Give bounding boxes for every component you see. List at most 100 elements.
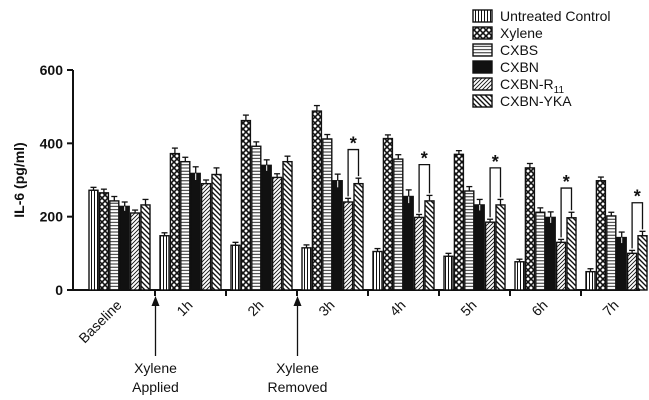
bar-xylene	[453, 153, 465, 291]
bar-cxbn-yka	[566, 217, 577, 291]
bar-cxbs	[180, 160, 191, 291]
bar-cxbn	[545, 216, 556, 291]
bar-group-6h	[514, 162, 577, 291]
bar-cxbn	[332, 180, 343, 291]
event-label: Applied	[132, 379, 179, 395]
significance-bracket	[489, 167, 502, 218]
event-markers: Xylene Applied Xylene Removed	[132, 296, 327, 395]
legend-label: CXBS	[500, 42, 538, 58]
legend-label: CXBN-R11	[500, 76, 564, 96]
y-axis-label: IL-6 (pg/ml)	[11, 142, 27, 217]
bar-cxbs	[606, 215, 617, 291]
bar-groups: * * * * *	[88, 104, 648, 291]
bar-cxbn-yka	[140, 204, 151, 291]
event-arrow-head	[293, 296, 302, 306]
x-tick-label: 7h	[599, 297, 621, 319]
legend-item: CXBS	[472, 42, 538, 58]
bar-cxbn	[403, 195, 414, 291]
bar-group-7h	[585, 176, 648, 291]
x-tick-label: 6h	[528, 297, 550, 319]
bar-cxbs	[535, 211, 546, 291]
legend-item: Untreated Control	[472, 8, 611, 24]
x-tick-label: Baseline	[75, 297, 124, 346]
bracket-line	[560, 187, 573, 238]
bar-cxbs	[322, 138, 333, 291]
bracket-line	[489, 167, 502, 218]
bar-cxbn-r11	[200, 182, 212, 291]
bar-untreated-control	[443, 255, 454, 291]
bar-xylene	[240, 119, 252, 291]
legend-swatch	[472, 94, 493, 108]
bar-group-3h	[301, 104, 364, 291]
bar-cxbn-r11	[413, 216, 425, 291]
bar-xylene	[382, 137, 394, 291]
legend-swatch	[472, 77, 493, 91]
bar-cxbn-r11	[271, 176, 283, 291]
x-tick-label: 4h	[386, 297, 408, 319]
significance-asterisk: *	[421, 149, 428, 169]
bracket-line	[347, 148, 360, 197]
bar-cxbn-r11	[342, 201, 354, 291]
bar-untreated-control	[514, 261, 525, 291]
bar-cxbn-r11	[129, 212, 141, 291]
significance-asterisk: *	[563, 172, 570, 192]
significance-asterisk: *	[634, 187, 641, 207]
x-tick-label: 3h	[315, 297, 337, 319]
bar-xylene	[169, 152, 181, 291]
bar-xylene	[524, 167, 536, 291]
bar-cxbn-yka	[424, 200, 435, 291]
significance-bracket	[560, 187, 573, 238]
bar-untreated-control	[372, 250, 383, 291]
bar-cxbn	[616, 236, 627, 291]
bar-cxbn-yka	[637, 235, 648, 291]
legend-label: CXBN	[500, 59, 539, 75]
bar-cxbn	[119, 205, 130, 291]
bar-xylene	[595, 180, 607, 291]
bar-cxbn-yka	[353, 182, 364, 291]
significance-bracket	[418, 163, 431, 213]
legend-swatch	[472, 9, 493, 23]
y-tick-label: 200	[40, 209, 64, 225]
significance-bracket	[347, 148, 360, 197]
legend-item: CXBN-R11	[472, 76, 564, 96]
bracket-line	[631, 202, 644, 249]
x-tick-label: 5h	[457, 297, 479, 319]
bar-cxbn-yka	[211, 173, 222, 291]
y-tick-label: 0	[55, 282, 63, 298]
bar-xylene	[98, 192, 110, 291]
bar-cxbn-r11	[484, 221, 496, 291]
legend-item: Xylene	[472, 25, 543, 41]
bar-group-2h	[230, 114, 293, 291]
bar-untreated-control	[88, 189, 99, 291]
bar-cxbn	[190, 172, 201, 291]
legend-swatch	[472, 60, 493, 74]
bar-cxbs	[251, 145, 262, 291]
legend-label: Xylene	[500, 25, 543, 41]
event-label: Xylene	[276, 360, 319, 376]
bar-untreated-control	[585, 270, 596, 291]
bar-group-4h	[372, 134, 435, 291]
bar-cxbn-yka	[495, 204, 506, 291]
bar-cxbn	[261, 164, 272, 291]
bar-cxbn-r11	[626, 252, 638, 291]
legend-item: CXBN	[472, 59, 539, 75]
bar-cxbs	[109, 200, 120, 291]
y-tick-label: 400	[40, 135, 64, 151]
y-tick-label: 600	[40, 62, 64, 78]
x-tick-label: 1h	[173, 297, 195, 319]
legend-swatch	[472, 26, 493, 40]
bar-cxbn-r11	[555, 241, 567, 291]
event-marker: Xylene Applied	[132, 296, 179, 395]
legend-item: CXBN-YKA	[472, 93, 572, 109]
significance-bracket	[631, 202, 644, 249]
event-label: Removed	[268, 379, 328, 395]
legend: Untreated ControlXyleneCXBSCXBNCXBN-R11C…	[472, 8, 611, 109]
significance-asterisk: *	[350, 134, 357, 154]
legend-label: CXBN-YKA	[500, 93, 572, 109]
bar-group-1h	[159, 147, 222, 291]
bar-cxbn-yka	[282, 160, 293, 291]
bar-group-5h	[443, 150, 506, 291]
bar-cxbs	[393, 158, 404, 291]
x-tick-label: 2h	[244, 297, 266, 319]
